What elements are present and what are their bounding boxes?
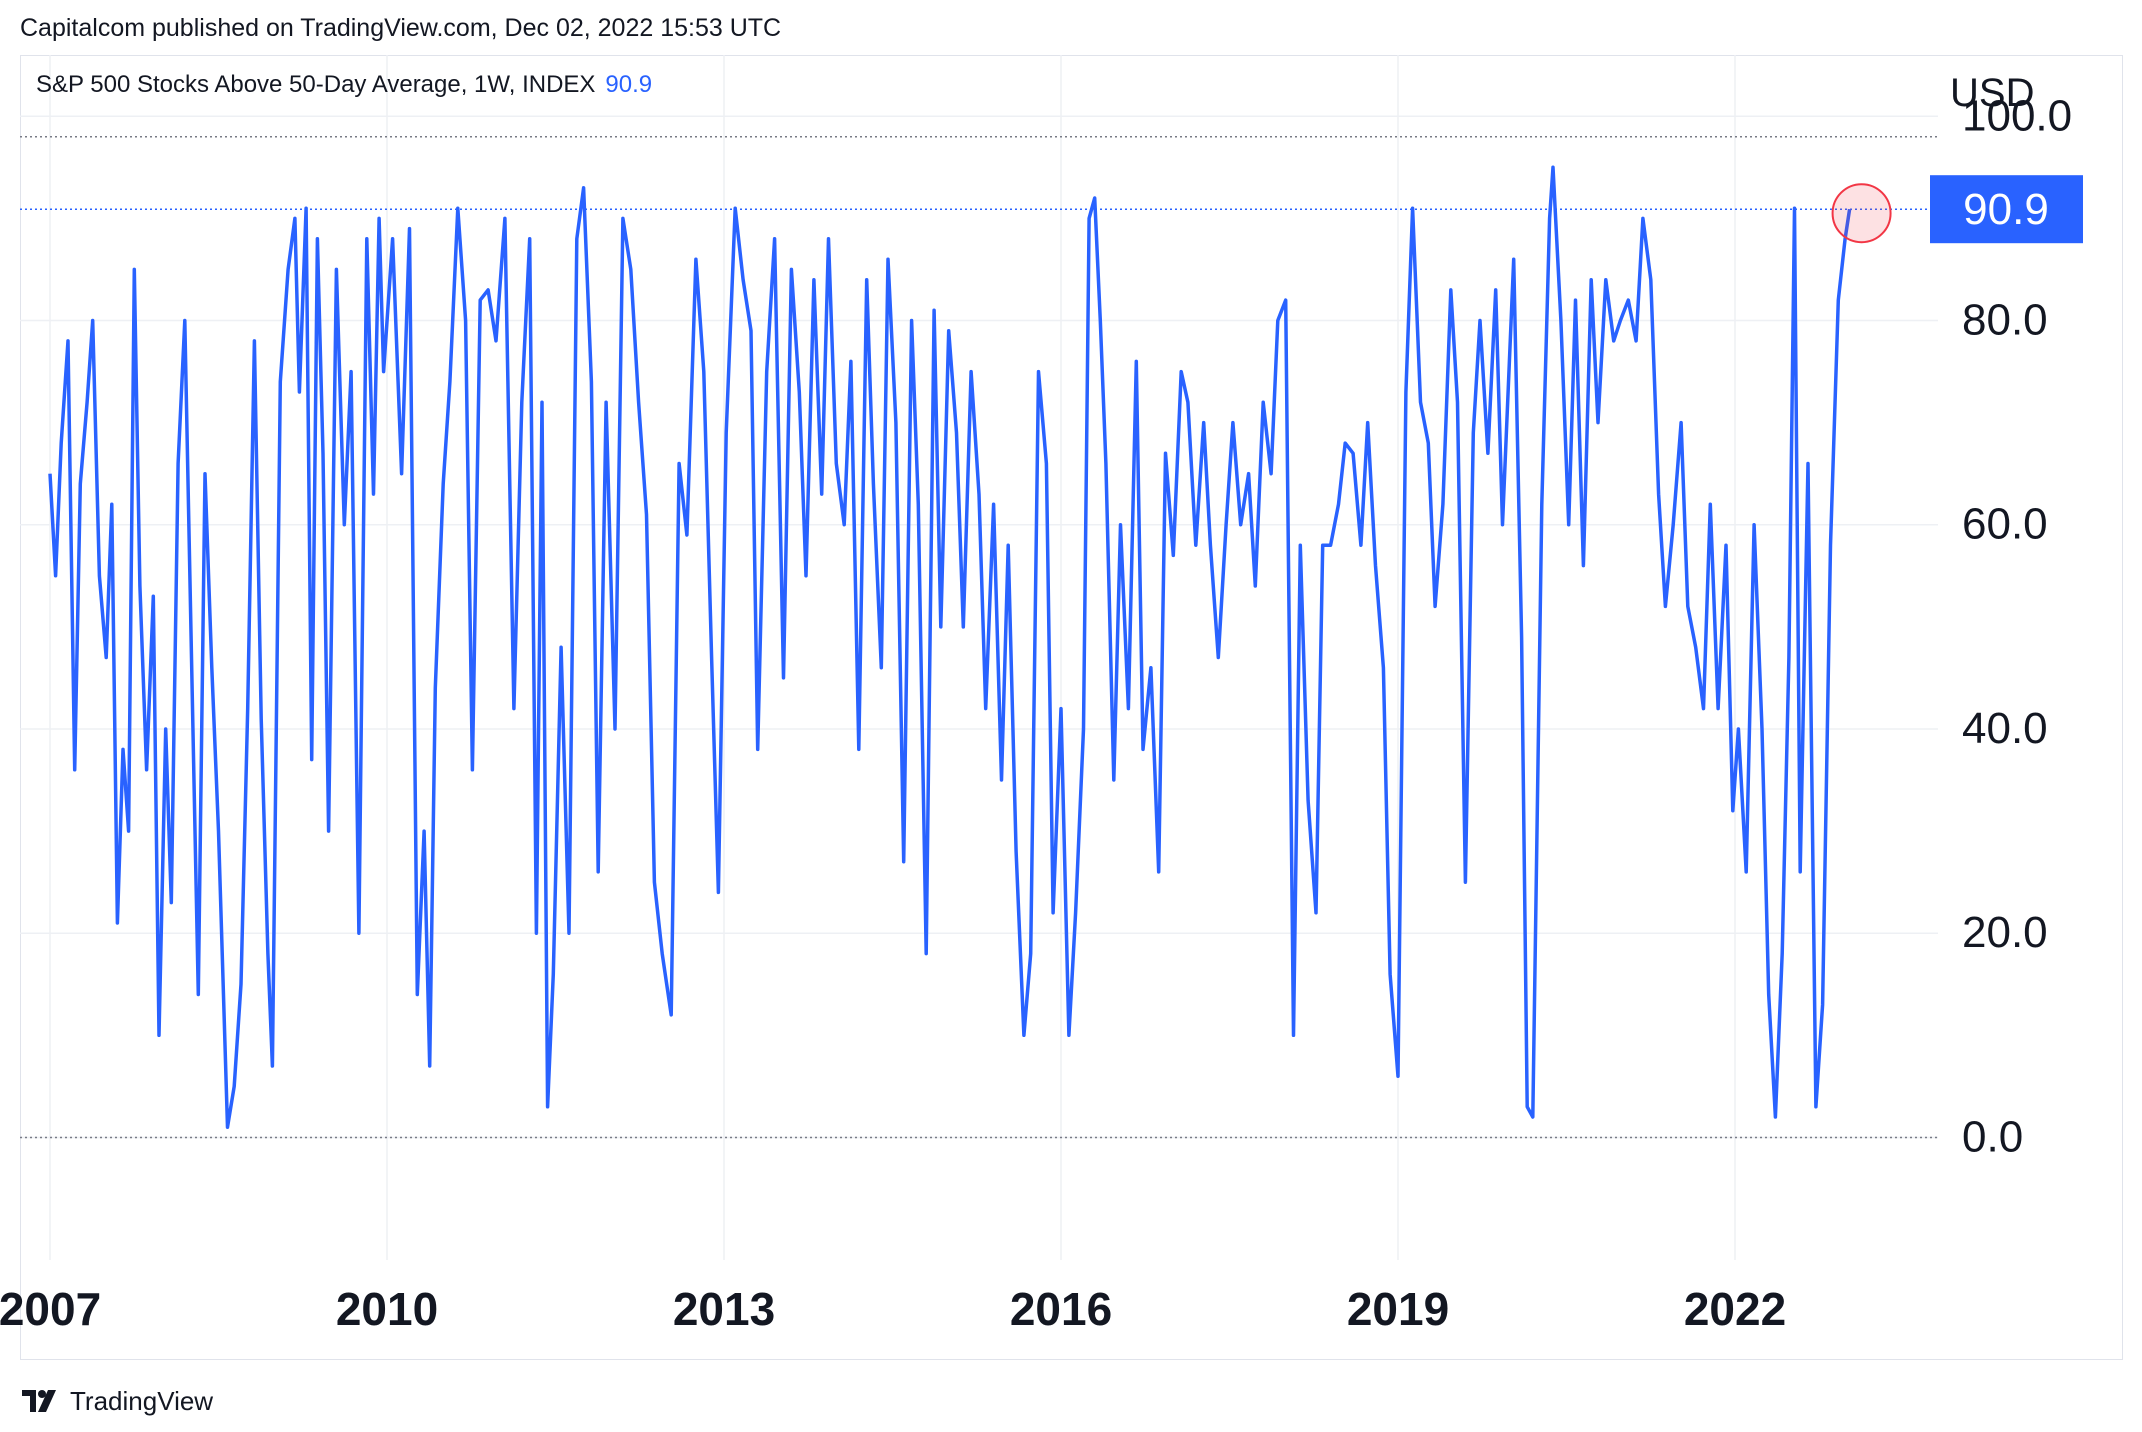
y-axis: 0.0 20.0 40.0 60.0 80.0 100.0 <box>1962 91 2072 1161</box>
x-tick-label: 2019 <box>1347 1283 1449 1335</box>
legend: S&P 500 Stocks Above 50-Day Average, 1W,… <box>36 71 652 99</box>
tradingview-logo-icon[interactable] <box>20 1386 60 1416</box>
y-tick-label: 60.0 <box>1962 500 2048 549</box>
x-tick-label: 2022 <box>1684 1283 1786 1335</box>
y-tick-label: 80.0 <box>1962 296 2048 345</box>
footer-brand[interactable]: TradingView <box>70 1385 214 1416</box>
x-tick-label: 2016 <box>1010 1283 1112 1335</box>
footer: TradingView <box>20 1384 213 1418</box>
legend-title: S&P 500 Stocks Above 50-Day Average, 1W,… <box>36 71 596 98</box>
x-tick-label: 2007 <box>0 1283 101 1335</box>
y-tick-label: 0.0 <box>1962 1112 2023 1161</box>
legend-value: 90.9 <box>605 71 653 98</box>
highlight-circle <box>1831 183 1892 244</box>
y-tick-label: 20.0 <box>1962 908 2048 957</box>
last-value-box <box>1930 175 2083 244</box>
series-layer <box>48 165 1852 1129</box>
x-axis: 2007 2010 2013 2016 2019 2022 <box>0 1283 1786 1335</box>
y-tick-label: 100.0 <box>1962 91 2072 140</box>
chart-frame <box>20 55 2123 1360</box>
currency-label: USD <box>1950 71 2034 115</box>
last-value-label: 90.9 <box>1963 185 2049 234</box>
last-point-marker <box>1831 183 1892 244</box>
y-tick-label: 40.0 <box>1962 704 2048 753</box>
series-line <box>48 165 1852 1129</box>
x-tick-label: 2013 <box>673 1283 775 1335</box>
publish-info: Capitalcom published on TradingView.com,… <box>20 14 782 42</box>
x-tick-label: 2010 <box>336 1283 438 1335</box>
last-value-badge: 90.9 <box>1930 175 2083 244</box>
